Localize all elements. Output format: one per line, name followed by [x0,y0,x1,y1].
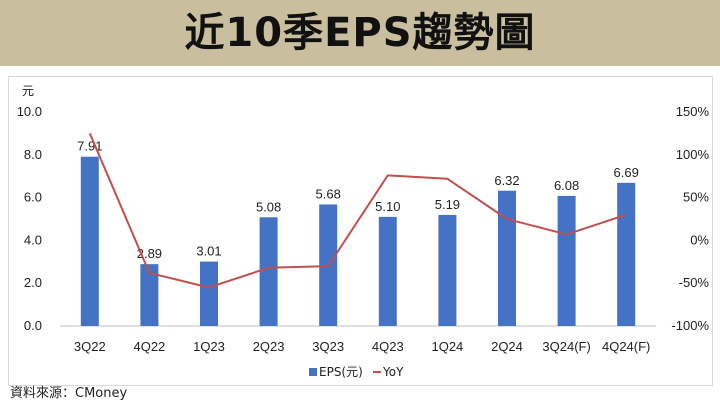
y-tick-label: 8.0 [24,147,42,162]
y-tick-label: 4.0 [24,232,42,247]
y2-tick-label: 100% [676,147,710,162]
y2-tick-label: -50% [679,275,710,290]
eps-bar [80,156,99,326]
x-tick-label: 4Q23 [372,339,404,354]
y2-tick-label: -100% [671,318,709,333]
legend-eps-label: EPS(元) [319,365,363,379]
eps-data-label: 5.19 [435,197,460,212]
eps-bar [438,214,457,326]
title-band [0,0,720,66]
yoy-line [88,133,627,289]
y-tick-label: 10.0 [17,104,42,119]
source-note: 資料來源：CMoney [10,386,128,401]
chart-area [8,76,713,386]
x-tick-label: 2Q24 [491,339,523,354]
eps-bar [617,182,636,326]
eps-data-label: 6.08 [554,178,579,193]
y-tick-label: 0.0 [24,318,42,333]
eps-data-label: 6.69 [614,165,639,180]
y2-tick-label: 150% [676,104,710,119]
eps-bar [378,216,397,326]
legend-eps-swatch [309,368,317,376]
x-tick-label: 1Q24 [431,339,463,354]
eps-bar [140,264,159,326]
x-tick-label: 2Q23 [253,339,285,354]
x-tick-label: 4Q22 [133,339,165,354]
x-tick-label: 1Q23 [193,339,225,354]
eps-data-label: 3.01 [196,244,221,259]
y-tick-label: 6.0 [24,190,42,205]
page-title: 近10季EPS趨勢圖 [184,10,536,56]
eps-bar [498,190,516,326]
eps-bar [557,195,576,326]
y2-tick-label: 50% [683,190,709,205]
y2-tick-label: 0% [690,232,709,247]
y-axis-unit: 元 [22,84,34,98]
x-tick-label: 3Q24(F) [542,339,590,354]
eps-data-label: 5.08 [256,199,281,214]
eps-data-label: 5.68 [316,186,341,201]
x-tick-label: 3Q22 [74,339,106,354]
eps-bar [259,217,278,326]
x-tick-label: 4Q24(F) [602,339,650,354]
x-tick-label: 3Q23 [312,339,344,354]
eps-data-label: 5.10 [375,199,400,214]
legend-yoy-label: YoY [382,365,404,379]
eps-data-label: 6.32 [494,173,519,188]
eps-data-label: 7.91 [77,139,102,154]
y-tick-label: 2.0 [24,275,42,290]
eps-bar [200,261,218,326]
